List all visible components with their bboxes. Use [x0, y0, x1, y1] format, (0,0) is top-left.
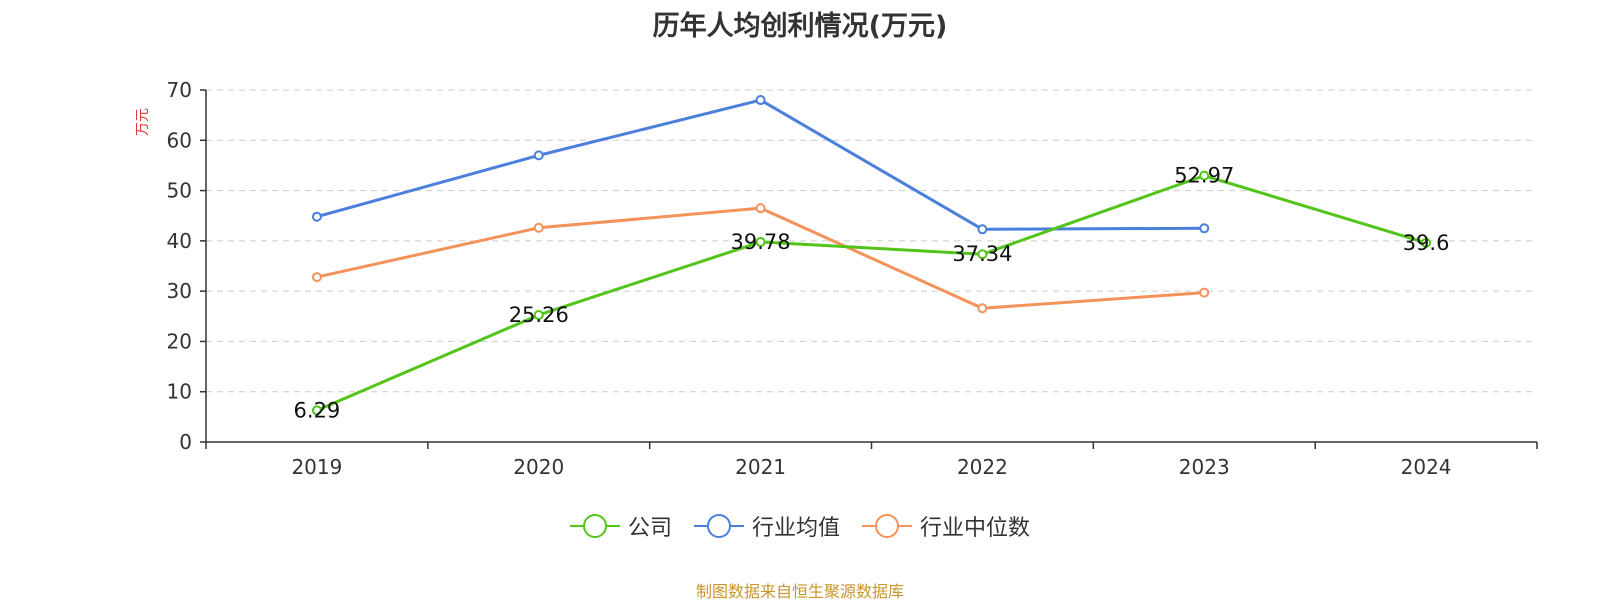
data-source-footer: 制图数据来自恒生聚源数据库 — [695, 582, 904, 601]
data-point — [533, 309, 544, 320]
legend-item-industry-median[interactable]: 行业中位数 — [862, 510, 1030, 542]
y-tick-label: 60 — [167, 128, 192, 152]
legend-item-industry-mean[interactable]: 行业均值 — [693, 510, 840, 542]
x-tick-label: 2020 — [513, 455, 564, 479]
data-point — [1421, 237, 1432, 248]
data-point — [1199, 223, 1210, 234]
data-point — [1199, 170, 1210, 181]
x-tick-label: 2024 — [1401, 455, 1452, 479]
grid-lines — [206, 89, 1537, 393]
series-line — [316, 174, 1427, 412]
x-tick-label: 2022 — [957, 455, 1008, 479]
y-tick-label: 0 — [179, 430, 192, 454]
legend-line-circle-icon — [693, 514, 744, 538]
legend-label: 行业均值 — [751, 516, 840, 541]
data-point — [311, 405, 322, 416]
y-tick-label: 10 — [167, 380, 192, 404]
data-point — [755, 203, 766, 214]
y-axis-label: 万元 — [135, 108, 151, 136]
x-tick-label: 2019 — [291, 455, 342, 479]
legend-line-circle-icon — [862, 514, 912, 538]
legend-line-circle-icon — [569, 514, 620, 538]
data-point — [311, 272, 322, 283]
legend-item-company[interactable]: 公司 — [569, 510, 672, 542]
data-point — [755, 236, 766, 247]
data-label: 39.6 — [1403, 231, 1450, 255]
legend: 公司 行业均值 行业中位数 — [0, 510, 1600, 542]
data-label: 39.78 — [731, 230, 791, 254]
data-label: 6.29 — [294, 398, 341, 422]
data-point — [1199, 287, 1210, 298]
data-point — [977, 249, 988, 260]
chart-title: 历年人均创利情况(万元) — [652, 11, 948, 42]
data-point — [755, 95, 766, 106]
legend-label: 行业中位数 — [920, 516, 1031, 541]
data-labels: 6.29 25.26 39.78 37.34 52.97 39.6 — [294, 164, 1450, 423]
data-point — [311, 211, 322, 222]
axes: 0 10 20 30 40 50 60 70 2019 2020 2021 2022 2023 2024 — [167, 78, 1538, 479]
series-group — [311, 95, 1432, 416]
data-label: 25.26 — [509, 303, 569, 327]
legend-label: 公司 — [627, 516, 672, 541]
x-tick-label: 2021 — [735, 455, 786, 479]
y-tick-label: 50 — [167, 179, 192, 203]
x-tick-label: 2023 — [1179, 455, 1230, 479]
data-point — [533, 222, 544, 233]
y-tick-label: 70 — [167, 78, 192, 102]
data-point — [977, 224, 988, 235]
y-tick-label: 20 — [167, 329, 192, 353]
data-point — [977, 303, 988, 314]
y-tick-label: 30 — [167, 279, 192, 303]
y-tick-label: 40 — [167, 229, 192, 253]
data-label: 52.97 — [1174, 164, 1234, 188]
data-point — [533, 150, 544, 161]
data-label: 37.34 — [952, 242, 1012, 266]
